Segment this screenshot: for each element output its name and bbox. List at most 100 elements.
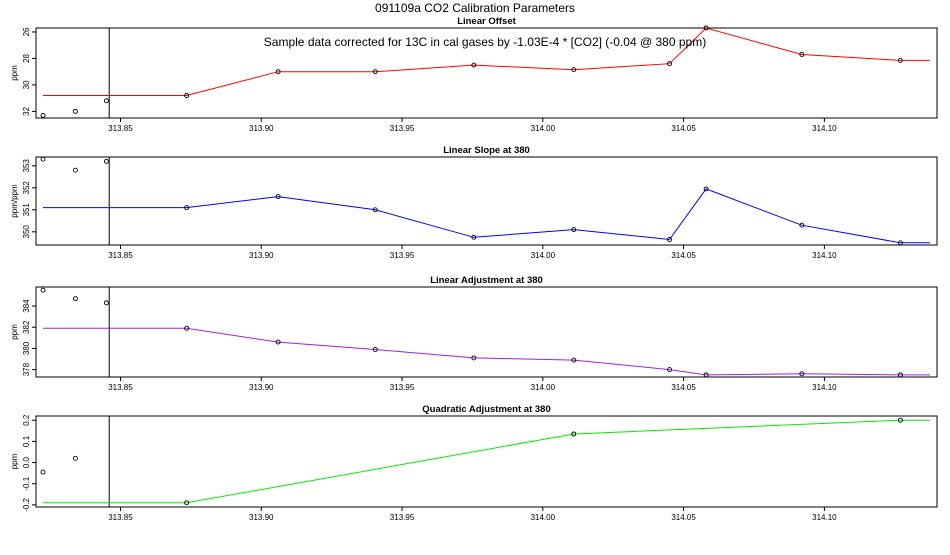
linear-adjustment-data-point xyxy=(703,372,709,378)
linear-offset-frame xyxy=(35,27,938,119)
linear-adjustment-data-point xyxy=(471,355,477,361)
linear-slope-frame xyxy=(35,156,938,246)
linear-offset-data-point xyxy=(667,61,672,67)
linear-offset-x-tick-label: 313.90 xyxy=(249,124,274,133)
quadratic-adjustment-y-tick-label: 0.2 xyxy=(22,414,31,426)
quadratic-adjustment-data-point xyxy=(571,431,577,437)
linear-adjustment-data-point xyxy=(275,339,281,345)
linear-offset-x-tick-label: 313.85 xyxy=(108,124,133,133)
linear-offset-y-tick-label: 32 xyxy=(22,106,31,115)
linear-adjustment-x-tick-label: 314.05 xyxy=(671,383,696,392)
linear-offset-y-tick-label: 28 xyxy=(22,53,31,62)
linear-adjustment-data-point xyxy=(799,371,805,377)
linear-offset-data-point xyxy=(372,69,378,75)
linear-slope-data-point xyxy=(103,158,109,164)
linear-offset-data-point xyxy=(275,69,281,75)
linear-offset-panel: Linear Offset 313.85 313.90 313.95 314.00 314… xyxy=(10,16,938,133)
linear-adjustment-x-tick-label: 313.90 xyxy=(249,383,274,392)
linear-adjustment-data-point xyxy=(372,347,378,352)
linear-slope-data-point xyxy=(471,234,477,240)
linear-offset-x-tick-label: 314.00 xyxy=(531,124,556,133)
linear-offset-y-tick-label: 30 xyxy=(22,80,31,89)
linear-adjustment-title: Linear Adjustment at 380 xyxy=(430,275,543,286)
quadratic-adjustment-y-tick-label: 0.1 xyxy=(22,435,31,447)
linear-adjustment-data-point xyxy=(72,296,78,302)
quadratic-adjustment-x-tick-label: 314.10 xyxy=(812,513,837,522)
linear-adjustment-y-tick-label: 384 xyxy=(22,299,31,313)
linear-offset-x-tick-label: 314.05 xyxy=(671,124,696,133)
linear-slope-panel: Linear Slope at 380 313.85 313.90 313.95 314… xyxy=(10,145,938,260)
linear-slope-y-tick-label: 351 xyxy=(22,203,31,217)
linear-slope-data-point xyxy=(372,207,378,213)
linear-offset-data-point xyxy=(103,98,109,104)
linear-slope-x-tick-label: 314.05 xyxy=(671,251,696,260)
figure-title: 091109a CO2 Calibration Parameters xyxy=(375,1,575,15)
linear-adjustment-data-point xyxy=(571,357,577,363)
linear-slope-y-tick-label: 352 xyxy=(22,181,31,195)
linear-adjustment-data-point xyxy=(897,372,903,378)
linear-offset-annotation: Sample data corrected for 13C in cal gas… xyxy=(264,35,706,49)
linear-offset-data-point xyxy=(471,62,477,68)
linear-slope-data-point xyxy=(571,227,577,233)
quadratic-adjustment-data-point xyxy=(184,500,190,506)
linear-slope-x-tick-label: 313.90 xyxy=(249,251,274,260)
linear-slope-x-tick-label: 313.95 xyxy=(390,251,415,260)
linear-offset-data-point xyxy=(703,25,709,31)
quadratic-adjustment-x-tick-label: 313.95 xyxy=(390,513,415,522)
linear-slope-data-point xyxy=(799,222,805,228)
linear-offset-data-point xyxy=(40,112,46,118)
linear-offset-y-axis-label: ppm xyxy=(10,65,19,81)
quadratic-adjustment-series-line xyxy=(43,419,930,504)
linear-offset-y-tick-label: 26 xyxy=(22,27,31,36)
linear-offset-data-point xyxy=(184,93,190,98)
quadratic-adjustment-title: Quadratic Adjustment at 380 xyxy=(422,404,550,415)
linear-slope-data-point xyxy=(703,186,709,192)
linear-offset-data-point xyxy=(799,52,805,57)
quadratic-adjustment-y-tick-label: 0.0 xyxy=(22,456,31,468)
linear-adjustment-data-point xyxy=(103,300,109,306)
quadratic-adjustment-y-tick-label: -0.2 xyxy=(22,497,31,511)
linear-slope-data-point xyxy=(184,205,190,211)
linear-adjustment-y-axis-label: ppm xyxy=(10,324,19,340)
linear-slope-y-tick-label: 353 xyxy=(22,159,31,173)
linear-adjustment-x-tick-label: 314.10 xyxy=(812,383,837,392)
linear-offset-data-point xyxy=(897,57,903,63)
linear-adjustment-x-tick-label: 313.95 xyxy=(390,383,415,392)
linear-slope-y-axis-label: ppm/ppm xyxy=(10,184,19,218)
quadratic-adjustment-x-tick-label: 313.85 xyxy=(108,513,133,522)
linear-offset-data-point xyxy=(72,108,78,114)
quadratic-adjustment-frame xyxy=(35,415,938,508)
linear-adjustment-x-tick-label: 314.00 xyxy=(531,383,556,392)
linear-slope-data-point xyxy=(72,167,78,173)
linear-adjustment-data-point xyxy=(184,325,190,331)
linear-offset-data-point xyxy=(571,67,577,73)
quadratic-adjustment-data-point xyxy=(897,417,903,423)
linear-slope-series-line xyxy=(43,188,930,244)
linear-slope-data-point xyxy=(897,240,903,246)
linear-adjustment-frame xyxy=(35,286,938,378)
quadratic-adjustment-y-axis-label: ppm xyxy=(10,453,19,469)
quadratic-adjustment-y-tick-label: -0.1 xyxy=(22,476,31,490)
linear-adjustment-x-tick-label: 313.85 xyxy=(108,383,133,392)
linear-adjustment-data-point xyxy=(40,287,46,293)
linear-offset-x-tick-label: 314.10 xyxy=(812,124,837,133)
linear-adjustment-y-tick-label: 382 xyxy=(22,320,31,334)
linear-adjustment-panel: Linear Adjustment at 380 313.85 313.90 313.… xyxy=(10,275,938,392)
linear-slope-data-point xyxy=(667,237,672,242)
linear-adjustment-y-tick-label: 378 xyxy=(22,362,31,376)
linear-slope-x-tick-label: 314.00 xyxy=(531,251,556,260)
linear-adjustment-data-point xyxy=(667,367,672,373)
linear-offset-series-line xyxy=(43,27,930,96)
quadratic-adjustment-x-tick-label: 313.90 xyxy=(249,513,274,522)
linear-offset-x-tick-label: 313.95 xyxy=(390,124,415,133)
linear-slope-title: Linear Slope at 380 xyxy=(443,145,530,156)
linear-slope-x-tick-label: 313.85 xyxy=(108,251,133,260)
linear-slope-data-point xyxy=(275,194,281,200)
linear-slope-y-tick-label: 350 xyxy=(22,225,31,239)
linear-adjustment-y-tick-label: 380 xyxy=(22,341,31,355)
linear-adjustment-series-line xyxy=(43,327,930,376)
quadratic-adjustment-data-point xyxy=(72,455,78,461)
quadratic-adjustment-panel: Quadratic Adjustment at 380 313.85 313.90 3… xyxy=(10,404,938,522)
